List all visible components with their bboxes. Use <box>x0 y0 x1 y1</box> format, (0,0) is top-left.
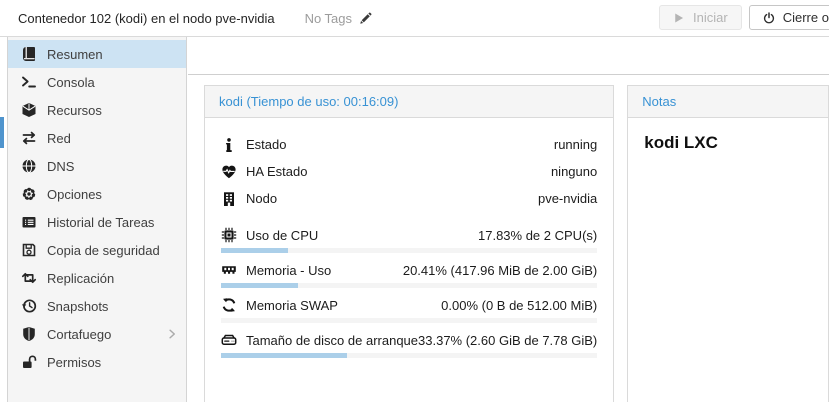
progress-bar-track <box>221 248 598 253</box>
usage-row: Memoria SWAP 0.00% (0 B de 512.00 MiB) <box>221 294 598 323</box>
tasks-icon <box>21 214 37 230</box>
action-buttons: Iniciar Cierre ordenado <box>659 5 829 30</box>
status-row-label: HA Estado <box>246 164 308 179</box>
progress-bar-fill <box>221 283 298 288</box>
notes-content[interactable]: kodi LXC <box>644 133 718 152</box>
power-icon <box>763 11 775 24</box>
hdd-icon <box>221 332 237 348</box>
summary-body: Estado running HA Estado ninguno <box>205 118 613 358</box>
notes-panel-header: Notas <box>628 86 828 118</box>
sidebar-item-copia-de-seguridad[interactable]: Copia de seguridad <box>8 236 186 264</box>
status-row: HA Estado ninguno <box>221 158 597 185</box>
sidebar-item-recursos[interactable]: Recursos <box>8 96 186 124</box>
progress-bar-fill <box>221 248 289 253</box>
sidebar-item-label: Opciones <box>47 186 102 202</box>
usage-row: Tamaño de disco de arranque 33.37% (2.60… <box>221 329 598 358</box>
memory-icon <box>221 262 237 278</box>
sidebar-item-replicacion[interactable]: Replicación <box>8 264 186 292</box>
sidebar-item-red[interactable]: Red <box>8 124 186 152</box>
content: kodi (Tiempo de uso: 00:16:09) Estado ru… <box>188 75 829 402</box>
sidebar-item-label: Snapshots <box>47 298 109 314</box>
progress-bar-track <box>221 283 598 288</box>
sidebar-item-label: Permisos <box>47 354 102 370</box>
progress-bar-fill <box>221 353 347 358</box>
chevron-right-icon <box>166 328 178 340</box>
resource-tree-selection-edge <box>0 117 4 148</box>
sidebar-item-dns[interactable]: DNS <box>8 152 186 180</box>
status-row-label: Estado <box>246 137 287 152</box>
sidebar-item-permisos[interactable]: Permisos <box>8 348 186 376</box>
start-button[interactable]: Iniciar <box>659 5 742 30</box>
retweet-icon <box>21 270 37 286</box>
status-row: Nodo pve-nvidia <box>221 185 597 212</box>
cube-icon <box>21 102 37 118</box>
building-icon <box>221 191 237 207</box>
usage-row-value: 20.41% (417.96 MiB de 2.00 GiB) <box>402 262 598 278</box>
usage-row-value: 33.37% (2.60 GiB de 7.78 GiB) <box>418 332 598 348</box>
sidebar: Resumen Consola Recursos Red <box>7 37 187 402</box>
heartbeat-icon <box>221 164 237 180</box>
gear-icon <box>21 186 37 202</box>
floppy-icon <box>21 242 37 258</box>
summary-panel-header: kodi (Tiempo de uso: 00:16:09) <box>205 86 614 118</box>
row-spacer <box>221 212 597 224</box>
sidebar-item-label: Copia de seguridad <box>47 242 160 258</box>
tags-editor[interactable]: No Tags <box>305 11 372 26</box>
tags-label: No Tags <box>304 10 353 26</box>
pencil-icon[interactable] <box>359 12 372 25</box>
content-toolbar <box>188 37 829 75</box>
sidebar-item-snapshots[interactable]: Snapshots <box>8 292 186 320</box>
notes-panel: Notas kodi LXC <box>627 85 829 402</box>
usage-row-label: Tamaño de disco de arranque <box>246 332 419 348</box>
sidebar-item-cortafuego[interactable]: Cortafuego <box>8 320 186 348</box>
status-row: Estado running <box>221 131 597 158</box>
usage-row-value: 0.00% (0 B de 512.00 MiB) <box>441 297 598 313</box>
sidebar-item-label: Cortafuego <box>47 326 112 342</box>
usage-row: Memoria - Uso 20.41% (417.96 MiB de 2.00… <box>221 259 598 288</box>
sidebar-item-label: Replicación <box>47 270 115 286</box>
status-row-value: running <box>553 137 598 152</box>
sidebar-item-label: Red <box>47 130 71 146</box>
shield-icon <box>21 326 37 342</box>
sidebar-item-label: Consola <box>47 74 95 90</box>
shutdown-button-label: Cierre ordenado <box>782 10 829 25</box>
refresh-icon <box>221 297 237 313</box>
usage-row-label: Memoria SWAP <box>246 297 338 313</box>
usage-row: Uso de CPU 17.83% de 2 CPU(s) <box>221 224 598 253</box>
play-icon <box>673 12 685 24</box>
status-row-value: pve-nvidia <box>537 191 598 206</box>
summary-title: kodi (Tiempo de uso: 00:16:09) <box>219 94 399 109</box>
sidebar-item-resumen[interactable]: Resumen <box>8 40 186 68</box>
progress-bar-track <box>221 318 598 323</box>
unlock-icon <box>21 354 37 370</box>
sidebar-item-label: DNS <box>47 158 75 174</box>
book-icon <box>21 46 37 62</box>
usage-row-label: Uso de CPU <box>246 227 319 243</box>
exchange-icon <box>21 130 37 146</box>
globe-icon <box>21 158 37 174</box>
terminal-icon <box>21 74 37 90</box>
status-row-label: Nodo <box>246 191 278 206</box>
history-icon <box>21 298 37 314</box>
main-area: kodi (Tiempo de uso: 00:16:09) Estado ru… <box>188 37 829 402</box>
top-bar: Contenedor 102 (kodi) en el nodo pve-nvi… <box>0 0 829 37</box>
status-row-value: ninguno <box>550 164 598 179</box>
shutdown-button[interactable]: Cierre ordenado <box>748 5 829 30</box>
usage-row-label: Memoria - Uso <box>246 262 332 278</box>
usage-row-value: 17.83% de 2 CPU(s) <box>478 227 598 243</box>
info-icon <box>221 137 237 153</box>
cpu-icon <box>221 227 237 243</box>
sidebar-item-opciones[interactable]: Opciones <box>8 180 186 208</box>
sidebar-item-consola[interactable]: Consola <box>8 68 186 96</box>
summary-panel: kodi (Tiempo de uso: 00:16:09) Estado ru… <box>204 85 615 402</box>
sidebar-item-label: Recursos <box>47 102 102 118</box>
page-title: Contenedor 102 (kodi) en el nodo pve-nvi… <box>18 10 275 26</box>
sidebar-item-label: Historial de Tareas <box>47 214 155 230</box>
notes-title: Notas <box>642 94 677 109</box>
sidebar-item-label: Resumen <box>47 46 103 62</box>
sidebar-item-historial-de-tareas[interactable]: Historial de Tareas <box>8 208 186 236</box>
start-button-label: Iniciar <box>693 10 728 25</box>
progress-bar-track <box>221 353 598 358</box>
